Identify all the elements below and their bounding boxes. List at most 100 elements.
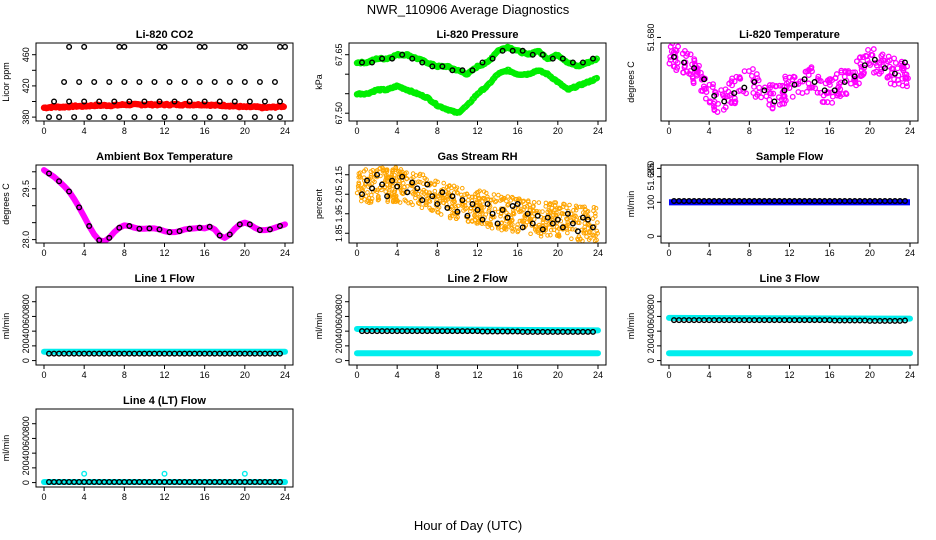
rh-point <box>464 212 471 219</box>
pressure-xtick-label: 0 <box>354 126 359 136</box>
pressure-point <box>499 47 506 54</box>
rh-point <box>368 200 374 205</box>
line3-ylabel: ml/min <box>626 313 636 340</box>
rh-point <box>469 200 476 207</box>
temperature-point <box>674 59 681 66</box>
line1-series-average <box>46 350 283 357</box>
rh-point <box>519 224 526 231</box>
line1-xtick-label: 4 <box>82 370 87 380</box>
co2-point <box>161 43 168 50</box>
sample-flow-ytick-label: 200 <box>646 161 656 176</box>
pressure-point <box>489 55 496 62</box>
rh-xtick-label: 8 <box>435 248 440 258</box>
temperature-ytick-label: 51.685 <box>646 163 656 191</box>
pressure-point <box>519 47 526 54</box>
rh-point <box>574 228 581 235</box>
pressure-point <box>509 47 516 54</box>
rh-point <box>528 231 533 237</box>
co2-point <box>236 114 243 121</box>
rh-point <box>594 228 600 234</box>
rh-point <box>361 185 366 190</box>
panel-line4: Line 4 (LT) Flow ml/min 0 4 8 12 16 20 24 0 200400… <box>1 395 294 502</box>
rh-point <box>429 193 436 200</box>
rh-point <box>582 204 587 210</box>
temperature-point <box>751 78 758 85</box>
temperature-point <box>775 94 782 101</box>
line4-title: Line 4 (LT) Flow <box>123 395 206 407</box>
temperature-point <box>871 56 878 63</box>
temperature-point <box>851 73 858 80</box>
rh-ytick-label: 2.05 <box>334 185 344 203</box>
ambient-point <box>136 225 143 232</box>
rh-point <box>544 214 551 221</box>
temperature-point <box>891 81 898 88</box>
rh-point <box>399 173 406 180</box>
ambient-point <box>146 225 153 232</box>
temperature-point <box>722 104 729 111</box>
rh-point <box>479 209 485 214</box>
temperature-xtick-label: 20 <box>865 126 875 136</box>
temperature-point <box>812 85 819 92</box>
ambient-point <box>116 224 123 231</box>
rh-point <box>409 179 416 186</box>
co2-xtick-label: 8 <box>122 126 127 136</box>
rh-point <box>450 200 455 205</box>
temperature-point <box>838 69 845 76</box>
line4-series-spikes <box>81 470 248 477</box>
line4-point <box>276 478 283 485</box>
line3-ytick-label: 400 <box>646 324 656 339</box>
co2-point <box>156 98 163 105</box>
temperature-point <box>845 68 852 74</box>
rh-point <box>521 198 527 204</box>
rh-point <box>543 204 549 209</box>
temperature-point <box>681 59 688 66</box>
rh-point <box>387 194 393 199</box>
line4-ytick-label: 200 <box>21 460 31 475</box>
co2-series-2-second-data <box>40 100 287 112</box>
rh-title: Gas Stream RH <box>437 151 517 163</box>
rh-point <box>455 190 461 196</box>
co2-point <box>206 114 213 121</box>
temperature-point <box>857 54 864 61</box>
ambient-xtick-label: 24 <box>280 248 290 258</box>
pressure-data <box>353 43 600 116</box>
rh-point <box>480 195 486 201</box>
pressure-ylabel: kPa <box>314 74 324 90</box>
rh-point <box>409 190 415 195</box>
co2-point <box>81 43 88 50</box>
line1-xtick-label: 16 <box>200 370 210 380</box>
rh-point <box>569 236 574 242</box>
rh-point <box>516 207 521 212</box>
rh-point <box>364 177 371 184</box>
rh-xtick-label: 24 <box>593 248 603 258</box>
line3-xtick-label: 4 <box>707 370 712 380</box>
panel-rh: Gas Stream RH percent 0 4 8 12 16 20 24 1.851.95 2… <box>314 151 607 258</box>
rh-point <box>573 207 579 213</box>
rh-point <box>453 216 459 222</box>
rh-point <box>538 231 544 237</box>
rh-point <box>577 204 583 210</box>
co2-xtick-label: 4 <box>82 126 87 136</box>
rh-point <box>449 193 456 200</box>
line4-xtick-label: 20 <box>240 492 250 502</box>
line4-frame <box>35 408 294 488</box>
co2-data <box>40 43 289 121</box>
temperature-point <box>801 76 808 83</box>
pressure-point <box>449 67 456 74</box>
rh-point <box>441 180 447 186</box>
co2-point <box>161 114 168 121</box>
ambient-point <box>66 188 73 195</box>
rh-point <box>443 197 449 203</box>
temperature-point <box>891 70 898 77</box>
sample-flow-series-2-second-data <box>669 199 910 206</box>
rh-point <box>590 232 596 238</box>
temperature-point <box>821 99 828 105</box>
rh-point <box>567 226 573 232</box>
temperature-point <box>752 93 759 100</box>
rh-point <box>498 213 503 219</box>
temperature-point <box>681 47 688 54</box>
ambient-point <box>226 231 233 238</box>
line4-ytick-label: 400 <box>21 446 31 461</box>
line1-ytick-label: 800 <box>21 294 31 309</box>
pressure-xtick-label: 16 <box>513 126 523 136</box>
